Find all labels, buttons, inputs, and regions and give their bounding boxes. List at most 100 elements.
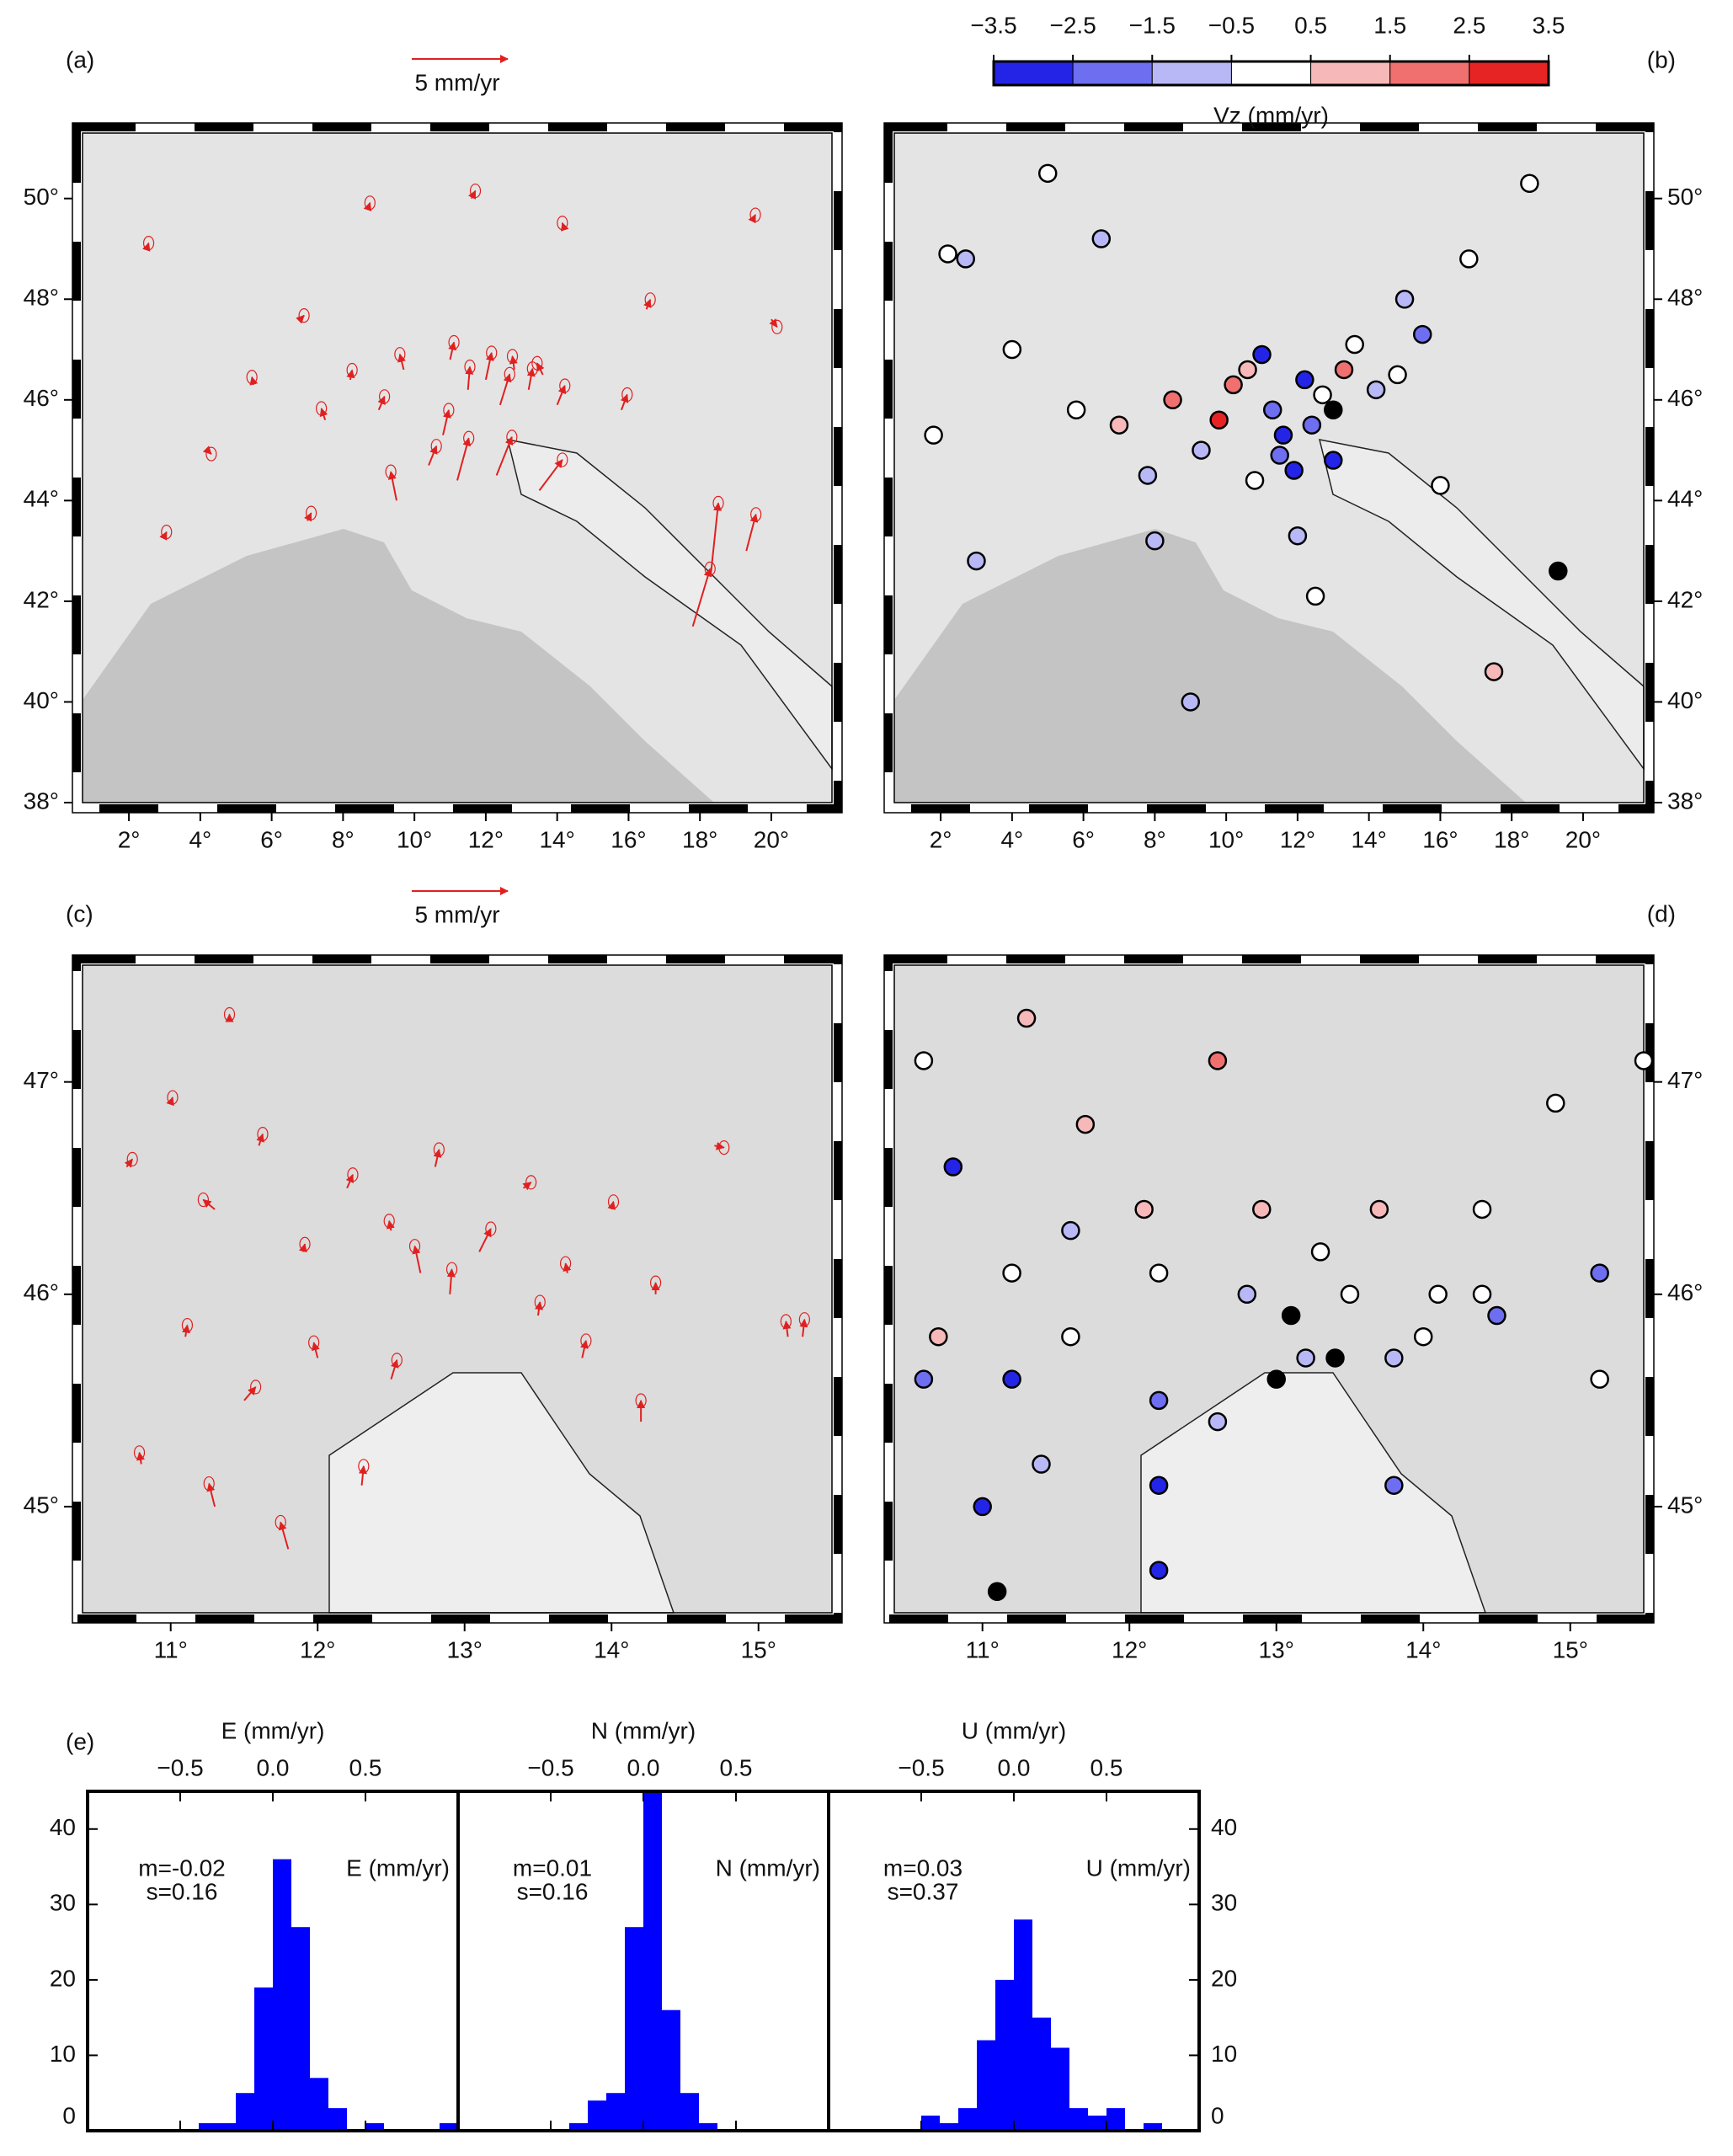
y-tick-label: 46° [24, 385, 59, 411]
velocity-vector [202, 446, 212, 455]
station [1075, 1114, 1096, 1134]
x-tick-label: 0.5 [720, 1754, 753, 1780]
colorbar-tick-label: 1.5 [1373, 12, 1406, 38]
station [1428, 1284, 1448, 1305]
velocity-vector [428, 445, 438, 466]
velocity-vector [387, 1219, 395, 1231]
velocity-vector [299, 1243, 307, 1253]
hist-bar [921, 2116, 940, 2131]
hist-bar [1106, 2108, 1125, 2131]
y-tick-label: 40° [1667, 687, 1703, 713]
velocity-vector [387, 471, 397, 501]
y-tick-label: 10 [1211, 2041, 1237, 2067]
station [1472, 1199, 1492, 1219]
frame [893, 964, 1645, 1614]
hist-bar [365, 2123, 384, 2131]
station [1237, 1284, 1257, 1305]
y-tick-label: 30 [50, 1890, 76, 1916]
frame-band [884, 123, 1654, 813]
hist-bar [940, 2123, 958, 2131]
hist-bar [291, 1927, 310, 2131]
hist-bar [662, 2009, 680, 2131]
station [1388, 365, 1407, 385]
station [1334, 360, 1354, 380]
x-tick-label: −0.5 [898, 1754, 944, 1780]
station [1546, 1093, 1565, 1113]
x-tick-label: −0.5 [157, 1754, 203, 1780]
y-tick-label: 50° [1667, 184, 1703, 210]
y-tick-label: 42° [1667, 586, 1703, 612]
station [1208, 1412, 1228, 1432]
velocity-vector [346, 369, 355, 381]
colorbar-segment [1389, 61, 1470, 86]
x-tick-label: 16° [611, 826, 646, 852]
annotation: m=0.03 [883, 1854, 962, 1881]
station [1262, 400, 1282, 420]
panel-label: (c) [66, 900, 93, 926]
x-tick-label: 8° [332, 826, 355, 852]
velocity-vector [345, 1173, 355, 1189]
station [1061, 1220, 1080, 1241]
station [1002, 339, 1022, 360]
hist-bar [236, 2093, 254, 2131]
hist-title: E (mm/yr) [221, 1717, 325, 1743]
station [1472, 1284, 1492, 1305]
hist-bar [1032, 2017, 1051, 2131]
velocity-vector [433, 1149, 442, 1167]
frame-band [884, 955, 1654, 1623]
hist-bar [310, 2078, 328, 2131]
y-tick-label: 44° [1667, 486, 1703, 512]
hist-bar [199, 2123, 217, 2131]
annotation: s=0.16 [517, 1878, 589, 1904]
station [914, 1369, 934, 1389]
station [1431, 476, 1450, 495]
annotation: s=0.37 [888, 1878, 959, 1904]
station [987, 1582, 1007, 1602]
colorbar-segment [993, 61, 1074, 86]
station [1149, 1561, 1169, 1580]
velocity-vector [748, 214, 756, 224]
velocity-vector [580, 1339, 589, 1358]
y-tick-label: 47° [24, 1067, 59, 1093]
x-tick-label: 11° [154, 1636, 188, 1662]
hist-bar [588, 2100, 606, 2131]
x-tick-label: 0.0 [627, 1754, 660, 1780]
velocity-vector [206, 1482, 216, 1508]
station [1091, 229, 1112, 248]
station [1412, 324, 1432, 344]
frame [82, 964, 833, 1614]
panel-label: (b) [1647, 46, 1676, 72]
colorbar-label: Vz (mm/yr) [1213, 102, 1329, 128]
station [1340, 1284, 1360, 1305]
station [1324, 400, 1343, 420]
station [973, 1497, 992, 1517]
station [1002, 1263, 1021, 1283]
station [1224, 375, 1243, 395]
station [943, 1157, 963, 1177]
x-tick-label: 12° [1280, 826, 1315, 852]
hist-bar [1088, 2116, 1106, 2131]
station [1366, 380, 1386, 400]
velocity-vector [141, 242, 151, 252]
x-tick-label: 4° [189, 826, 211, 852]
station [956, 249, 976, 269]
station [1384, 1348, 1404, 1368]
colorbar-tick-label: 0.5 [1294, 12, 1327, 38]
scale-label: 5 mm/yr [414, 901, 499, 927]
hist-bar [680, 2093, 699, 2131]
colorbar-segment [1230, 61, 1312, 86]
colorbar-tick-label: −3.5 [970, 12, 1016, 38]
station [1324, 451, 1343, 470]
velocity-vector [412, 1245, 422, 1273]
hist-bar [995, 1979, 1014, 2131]
station [1281, 1305, 1301, 1326]
scale-label: 5 mm/yr [414, 69, 499, 95]
station [1302, 415, 1322, 435]
frame [72, 954, 843, 1624]
y-tick-label: 44° [24, 486, 59, 512]
hist-bar [273, 1859, 291, 2131]
station [1284, 461, 1304, 480]
velocity-vector [319, 408, 328, 421]
x-tick-label: 18° [682, 826, 717, 852]
